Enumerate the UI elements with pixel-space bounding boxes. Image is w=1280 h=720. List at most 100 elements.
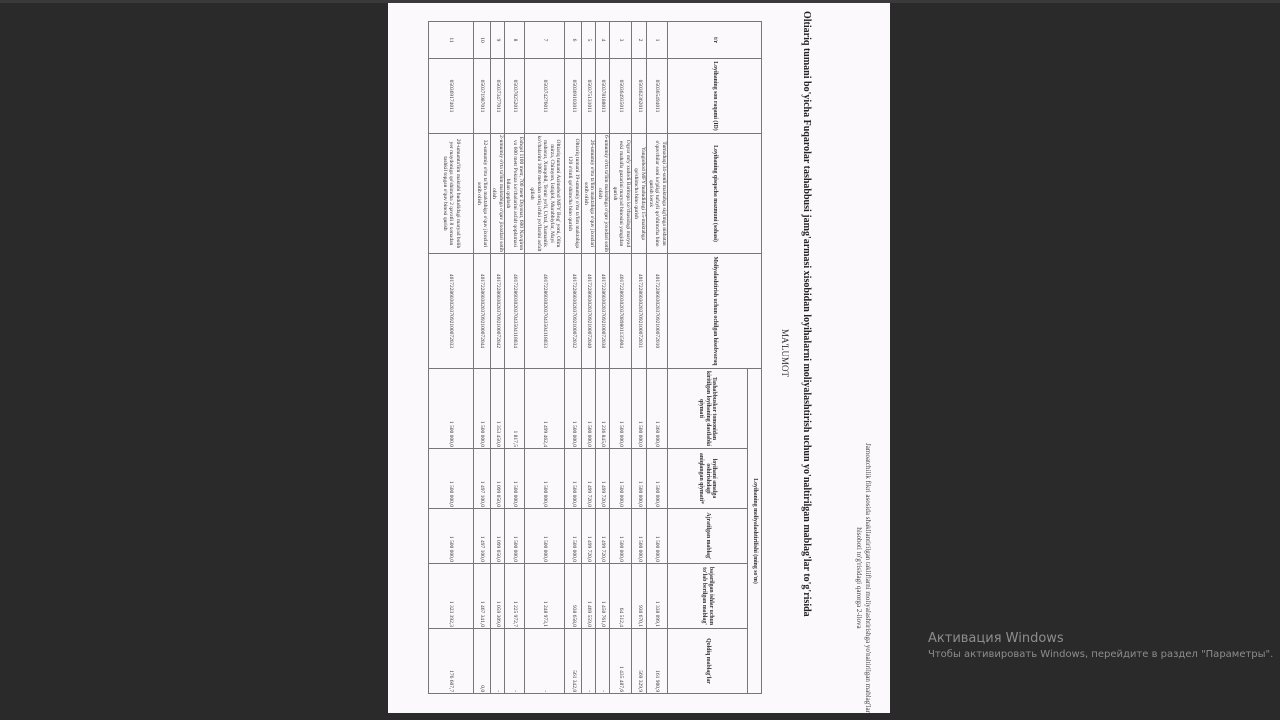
annex-note: Jamoatchilik fikri asosida shakllantiril… — [855, 443, 872, 713]
cell-desc: 32-umumiy o'rta ta'lim maktabiga o'quv j… — [473, 133, 491, 254]
cell-id: 050365494011 — [647, 58, 668, 134]
table-row: 3 050364935011 Oqyar mfy xudodi Baritopa k… — [610, 21, 632, 694]
cell-num: 11 — [428, 21, 474, 59]
cell-desc: Oqyar mfy xudodi Baritopa ko'chasidagi m… — [610, 133, 632, 254]
cell-paid: 1 225 972,7 — [504, 563, 525, 629]
table-row: 11 050369174011 20-umumta'lim maktabi hudu… — [428, 21, 474, 694]
cell-account: 401722860302037092100072031 — [632, 253, 647, 369]
cell-initial: 1 500 000,0 — [428, 368, 474, 449]
cell-paid: 1 467 341,0 — [473, 563, 491, 629]
cell-num: 1 — [647, 21, 668, 59]
cell-remaining: 161 900,9 — [647, 628, 668, 694]
cell-num: 9 — [490, 21, 505, 59]
cell-account: 401722860302037092100072033 — [428, 253, 474, 369]
cell-account: 401722860302037092100072010 — [647, 253, 668, 369]
cell-actual: 1 099 050,0 — [490, 448, 505, 509]
cell-allocated: 1 500 000,0 — [647, 508, 668, 564]
cell-remaining: - — [525, 628, 565, 694]
cell-account: 401722860302037043504118034 — [504, 253, 525, 369]
cell-id: 050373477011 — [490, 58, 505, 134]
header-account: Moliyalashtirish uchun ochilgan hisobvar… — [667, 253, 762, 369]
cell-allocated: 1 500 000,0 — [525, 508, 565, 564]
table-row: 6 050369103011 Oltiariq tumani 19-umumiy o… — [565, 21, 582, 694]
cell-id: 050369174011 — [428, 58, 474, 134]
cell-initial: 1 360 000,0 — [647, 368, 668, 449]
cell-remaining: - — [596, 628, 610, 694]
cell-id: 050375131011 — [582, 58, 596, 134]
cell-paid: 1 059 309,0 — [490, 563, 505, 629]
cell-allocated: 1 500 000,0 — [610, 508, 632, 564]
cell-num: 5 — [582, 21, 596, 59]
cell-allocated: 1 099 050,0 — [490, 508, 505, 564]
cell-num: 10 — [473, 21, 491, 59]
watermark-title: Активация Windows — [928, 631, 1064, 646]
cell-account: 401722860302037043504118033 — [525, 253, 565, 369]
cell-remaining: 569 329,9 — [632, 628, 647, 694]
cell-num: 3 — [610, 21, 632, 59]
cell-desc: 6-umumiy o'rta ta'lim maktabiga o'quv jo… — [596, 133, 610, 254]
document-title: Oltiariq tumani bo'yicha Fuqarolar tasha… — [801, 11, 812, 617]
header-num: t/r — [667, 21, 762, 59]
header-actual: loyihani amalga oshirishdagi aniqlangan … — [667, 448, 748, 509]
cell-account: 401722860302037092100072042 — [490, 253, 505, 369]
cell-id: 050374276011 — [525, 58, 565, 134]
cell-paid: 1 338 099,1 — [647, 563, 668, 629]
funding-table: t/r Loyihaning son raqami (ID) Loyihanin… — [428, 21, 762, 694]
cell-desc: 20-umumta'lim maktabi hududidagi maryad … — [428, 133, 474, 254]
cell-id: 050378188011 — [596, 58, 610, 134]
windows-activation-watermark: Активация Windows Чтобы активировать Win… — [928, 631, 1273, 660]
header-desc: Loyihaning qisqacha mazmuni (sohasi) — [667, 133, 762, 254]
cell-paid: 1 450 761,0 — [596, 563, 610, 629]
watermark-text: Чтобы активировать Windows, перейдите в … — [928, 649, 1274, 660]
cell-id: 050371987011 — [473, 58, 491, 134]
cell-remaining: - — [582, 628, 596, 694]
table-row: 1 050365494011 Turnaduqi 34-sonli maktabga… — [647, 21, 668, 694]
cell-paid: 1 323 392,3 — [428, 563, 474, 629]
cell-allocated: 1 500 000,0 — [428, 508, 474, 564]
cell-desc: Yangiobod MFY hududidagi 15-maktabga qo'… — [632, 133, 647, 254]
cell-allocated: 1 500 000,0 — [565, 508, 582, 564]
cell-remaining: - — [504, 628, 525, 694]
table-row: 10 050371987011 32-umumiy o'rta ta'lim mak… — [473, 21, 491, 694]
table-row: 5 050375131011 26-umumiy o'rta ta'lim makt… — [582, 21, 596, 694]
cell-desc: 2-umumiy o'rta ta'lim maktabiga o'quv ji… — [490, 133, 505, 254]
cell-initial: 1 353 450,0 — [490, 368, 505, 449]
cell-actual: 1 499 720,0 — [582, 448, 596, 509]
cell-desc: Oltiariq tumani Azimobod MFY Bog' yoni, … — [525, 133, 565, 254]
cell-id: 050362362011 — [632, 58, 647, 134]
table-row: 8 050370252011 Eshqol 1100 metr, 700 metr … — [504, 21, 525, 694]
cell-num: 6 — [565, 21, 582, 59]
cell-desc: Oltiariq tumani 19-umumiy o'rta ta'lim m… — [565, 133, 582, 254]
cell-allocated: 1 500 000,0 — [632, 508, 647, 564]
cell-desc: Eshqol 1100 metr, 700 metr Diyonat, 600 … — [504, 133, 525, 254]
cell-remaining: 561 342,0 — [565, 628, 582, 694]
cell-account: 401722860302037092100072044 — [473, 253, 491, 369]
cell-num: 2 — [632, 21, 647, 59]
document-subtitle: MA'LUMOT — [780, 328, 790, 378]
header-group: Loyihaning moliyalashtirilishi (ming so'… — [747, 368, 762, 694]
cell-allocated: 1 497 100,0 — [473, 508, 491, 564]
cell-initial: 1 500 000,0 — [565, 368, 582, 449]
cell-account: 401722860302037092100072032 — [565, 253, 582, 369]
table-row: 9 050373477011 2-umumiy o'rta ta'lim makta… — [490, 21, 505, 694]
cell-paid: 1 469 559,0 — [582, 563, 596, 629]
header-initial: Tashabbuskor tomonidan kiritilgan loyiha… — [667, 368, 748, 449]
cell-id: 050364935011 — [610, 58, 632, 134]
cell-remaining: 1 435 487,6 — [610, 628, 632, 694]
cell-initial: 1 236 845,0 — [596, 368, 610, 449]
cell-initial: 1 500 000,0 — [473, 368, 491, 449]
cell-account: 401722860302037092100072040 — [582, 253, 596, 369]
cell-actual: 1 499 720,0 — [596, 448, 610, 509]
cell-id: 050369103011 — [565, 58, 582, 134]
cell-initial: 1 817,5 — [504, 368, 525, 449]
cell-account: 401722860302037089801135004 — [610, 253, 632, 369]
cell-desc: Turnaduqi 34-sonli maktabga sig'imga nis… — [647, 133, 668, 254]
header-allocated: Ajratilgan mablag' — [667, 508, 748, 564]
cell-id: 050370252011 — [504, 58, 525, 134]
cell-actual: 1 500 000,0 — [428, 448, 474, 509]
cell-num: 7 — [525, 21, 565, 59]
viewer-top-bar — [0, 0, 1280, 3]
cell-initial: 1 500 000,0 — [582, 368, 596, 449]
cell-paid: 64 512,4 — [610, 563, 632, 629]
cell-paid: 938 658,0 — [565, 563, 582, 629]
